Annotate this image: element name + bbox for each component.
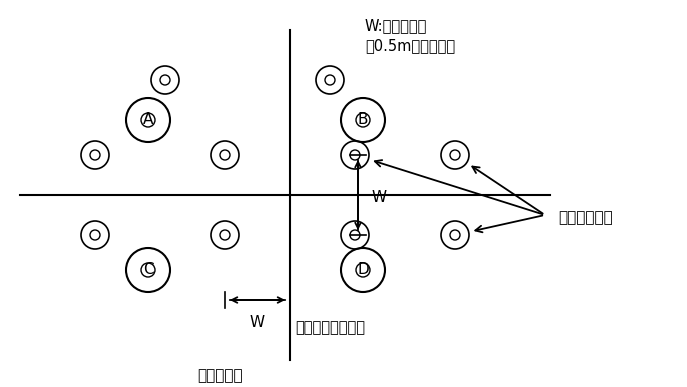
Text: A: A [143,113,153,127]
Text: B: B [358,113,368,127]
Text: 開放型ヘッド: 開放型ヘッド [558,211,613,226]
Text: （平　面）: （平 面） [197,368,243,383]
Text: C: C [143,262,153,277]
Text: 0.5m以下とする: 0.5m以下とする [365,38,455,53]
Text: D: D [357,262,369,277]
Text: W:それぞれ、: W:それぞれ、 [365,18,427,33]
Text: Ａ～Ｄ：放水区域: Ａ～Ｄ：放水区域 [295,320,365,335]
Text: W: W [372,190,387,204]
Text: W: W [249,315,264,330]
